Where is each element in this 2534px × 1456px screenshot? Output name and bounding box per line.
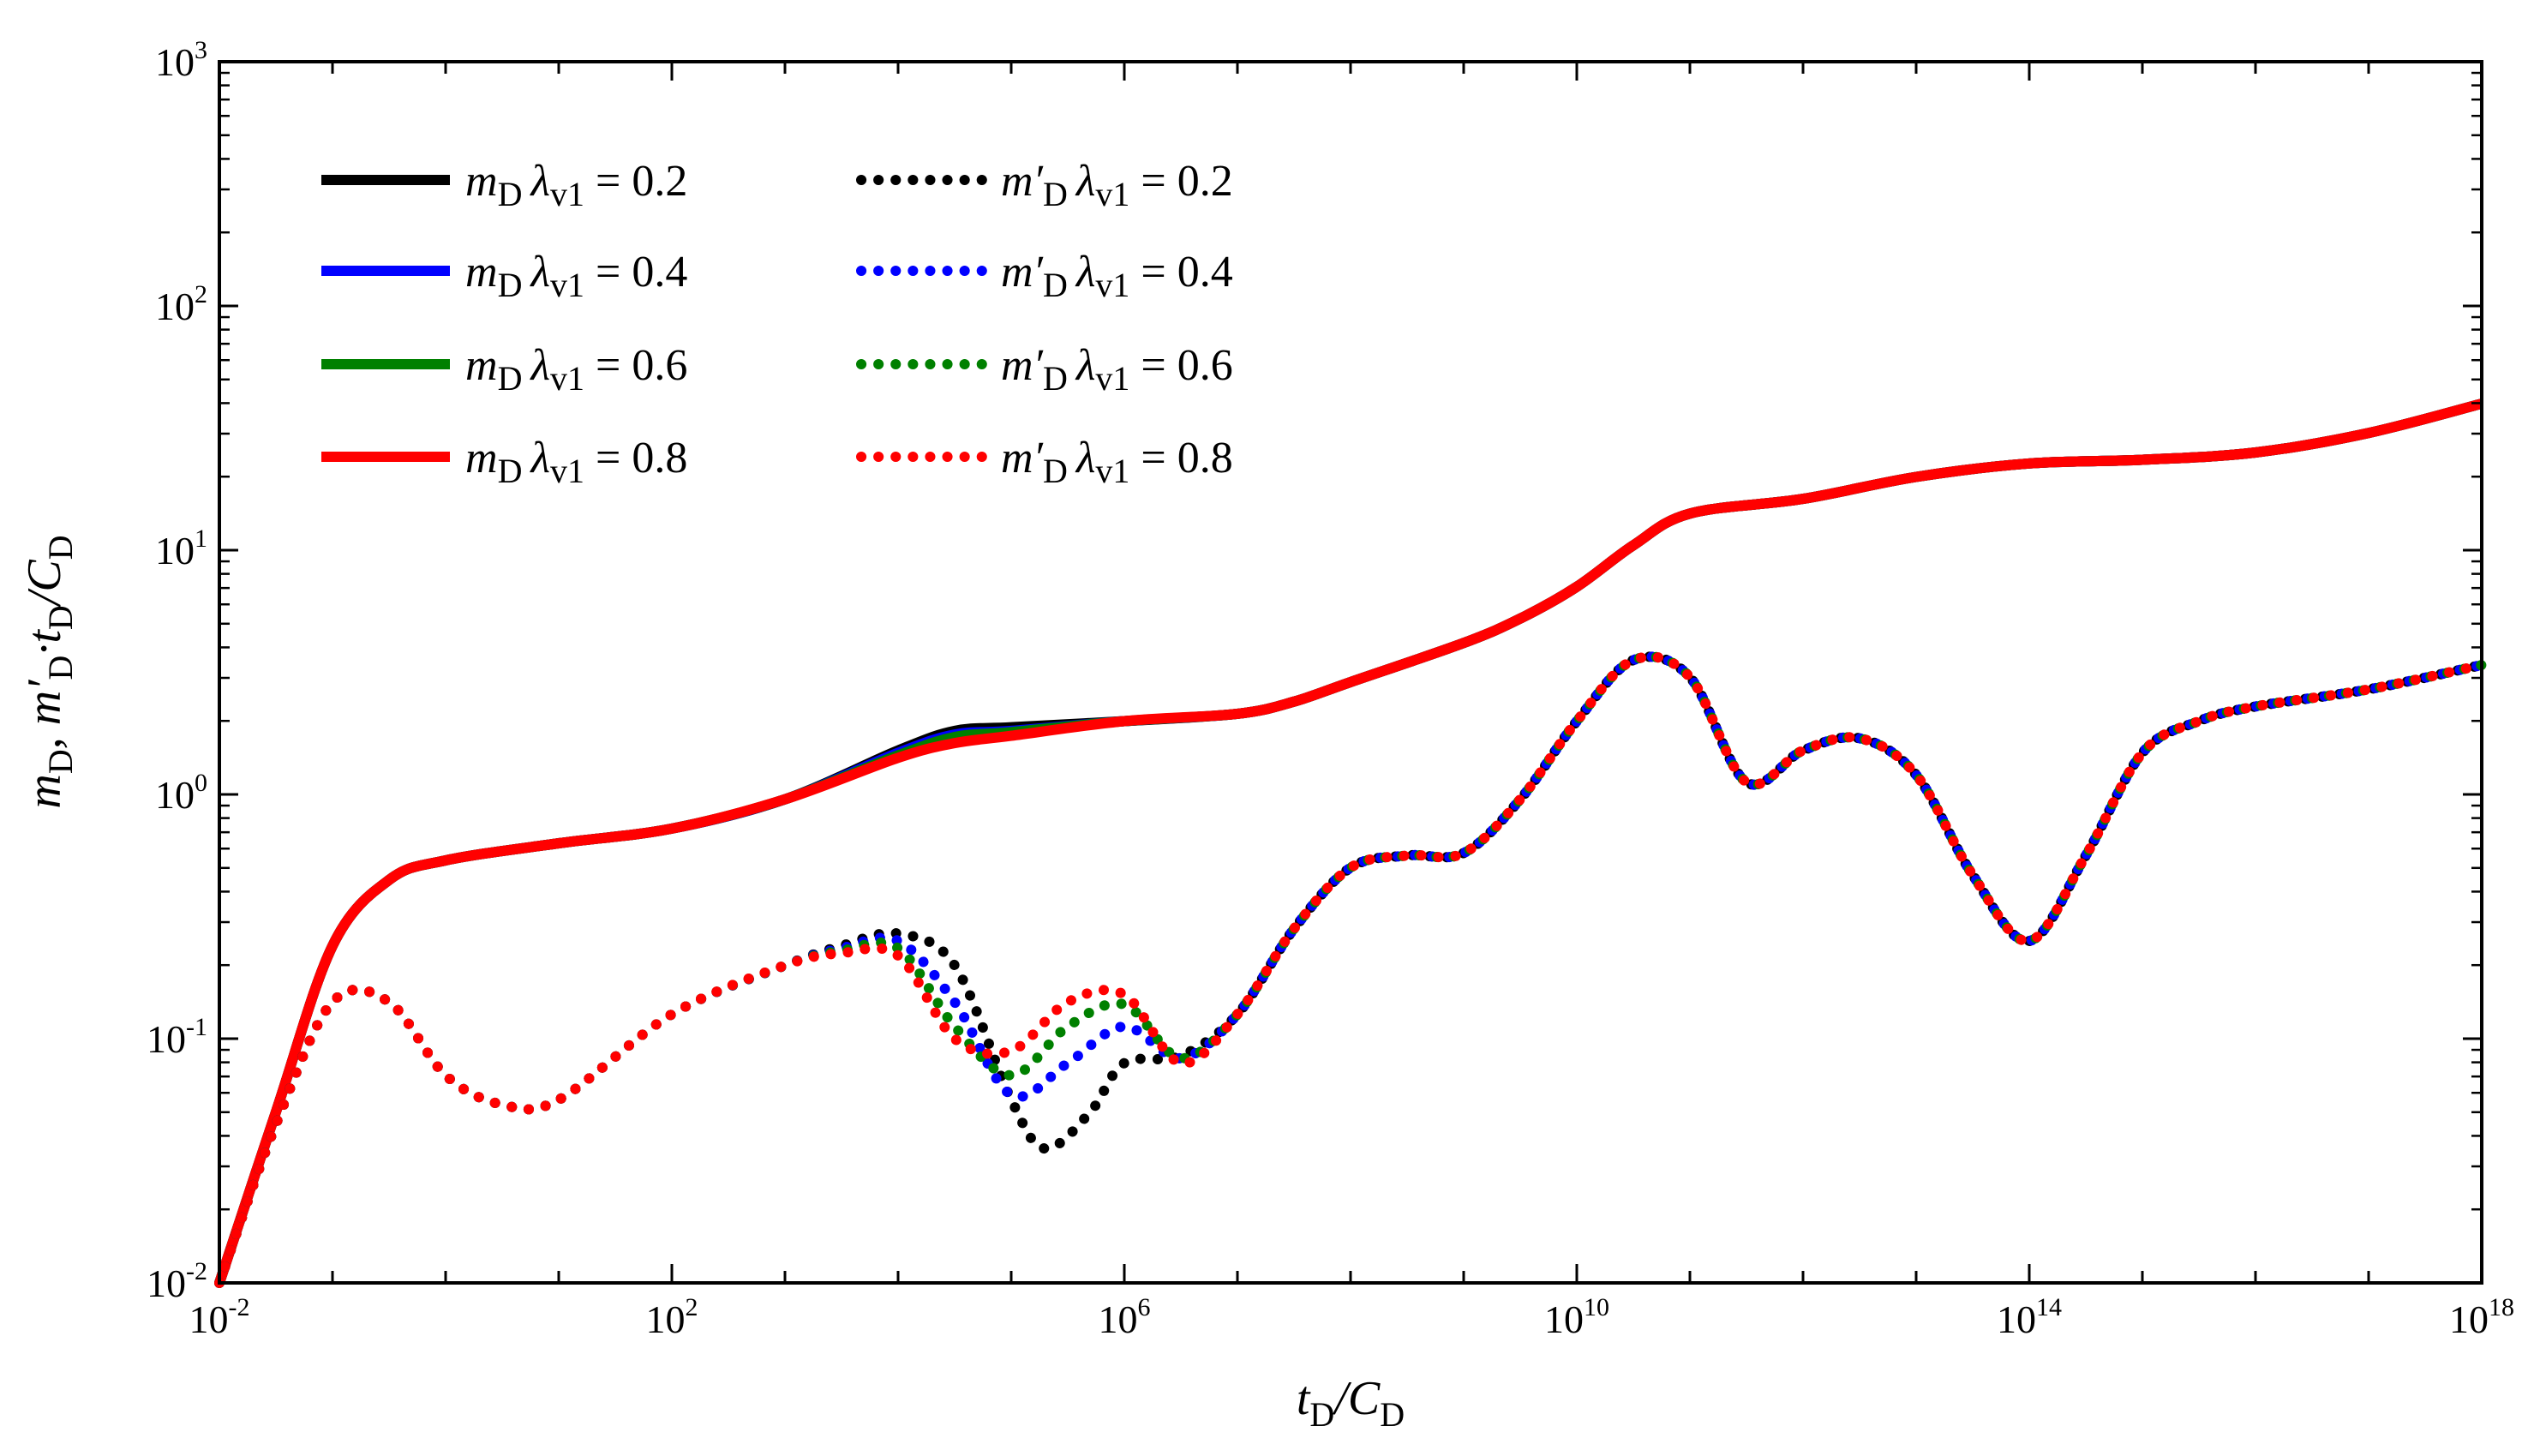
legend: mD λv1 = 0.2 mD λv1 = 0.4 mD λv1 = 0.6 mD λv… bbox=[321, 157, 1233, 490]
series-line-5 bbox=[214, 651, 2487, 1288]
x-axis-label: tD/CD bbox=[1297, 1372, 1405, 1434]
y-axis-label: mD, m′D·tD/CD bbox=[18, 535, 80, 808]
legend-entry-dotted-0.8: m′D λv1 = 0.8 bbox=[856, 434, 1233, 490]
legend-entry-dotted-0.2: m′D λv1 = 0.2 bbox=[856, 157, 1233, 213]
x-tick-label: 1018 bbox=[2449, 1293, 2514, 1341]
y-tick-label: 10-2 bbox=[147, 1257, 207, 1305]
y-tick-label: 102 bbox=[155, 280, 207, 328]
legend-entry-solid-0.4: mD λv1 = 0.4 bbox=[321, 248, 687, 304]
series-line-3 bbox=[214, 398, 2483, 1285]
y-tick-label: 100 bbox=[155, 769, 207, 817]
legend-entry-solid-0.8: mD λv1 = 0.8 bbox=[321, 434, 687, 490]
x-tick-label: 10-2 bbox=[189, 1293, 250, 1341]
series-line-7 bbox=[214, 651, 2487, 1288]
legend-entry-solid-0.6: mD λv1 = 0.6 bbox=[321, 341, 687, 398]
series-layer bbox=[214, 398, 2487, 1288]
legend-entry-dotted-0.4: m′D λv1 = 0.4 bbox=[856, 248, 1233, 304]
tick-labels-layer: 10-2 102 106 1010 1014 1018 10-2 10-1 100 101 102 1… bbox=[147, 36, 2514, 1341]
y-tick-label: 103 bbox=[155, 36, 207, 84]
y-tick-label: 101 bbox=[155, 524, 207, 572]
ticks-layer bbox=[218, 60, 2483, 1285]
legend-entry-dotted-0.6: m′D λv1 = 0.6 bbox=[856, 341, 1233, 398]
x-tick-label: 1010 bbox=[1544, 1293, 1609, 1341]
x-tick-label: 106 bbox=[1099, 1293, 1151, 1341]
y-tick-label: 10-1 bbox=[147, 1013, 207, 1061]
legend-entry-solid-0.2: mD λv1 = 0.2 bbox=[321, 157, 687, 213]
x-tick-label: 102 bbox=[646, 1293, 698, 1341]
x-tick-label: 1014 bbox=[1997, 1293, 2062, 1341]
